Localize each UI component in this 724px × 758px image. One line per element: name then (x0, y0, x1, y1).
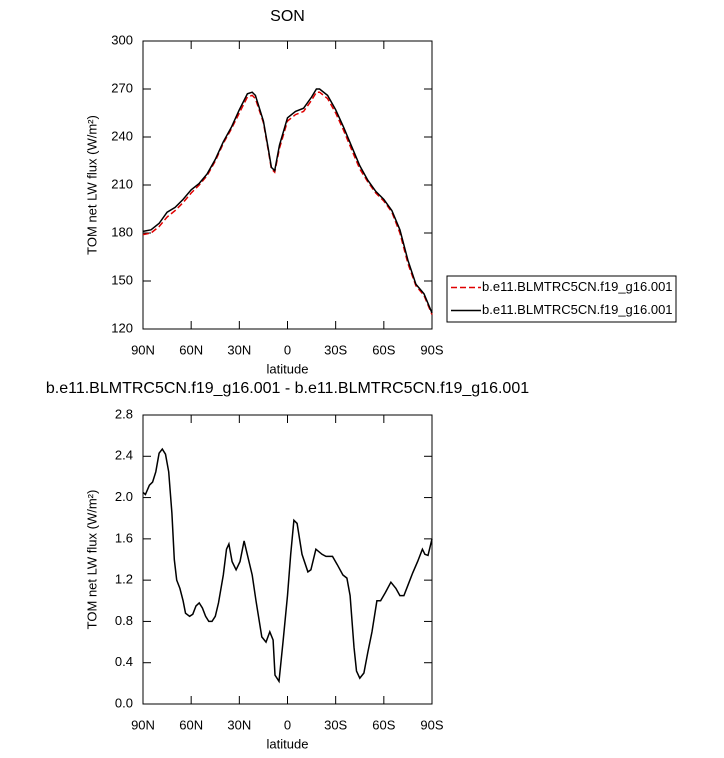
data-line (142, 447, 433, 684)
data-line (142, 91, 433, 315)
y-tick-label: 180 (111, 224, 133, 239)
x-tick-label: 30S (324, 717, 347, 732)
chart-title: b.e11.BLMTRC5CN.f19_g16.001 - b.e11.BLMT… (46, 380, 529, 397)
x-tick-label: 90N (131, 717, 155, 732)
y-tick-label: 2.4 (115, 448, 133, 463)
chart-title: SON (270, 8, 305, 25)
x-tick-label: 60S (372, 717, 395, 732)
x-tick-label: 60N (179, 342, 203, 357)
y-tick-label: 0.4 (115, 654, 133, 669)
data-line (142, 88, 433, 314)
x-tick-label: 90S (420, 342, 443, 357)
plot-frame (142, 414, 433, 705)
y-tick-label: 270 (111, 80, 133, 95)
y-tick-label: 2.0 (115, 489, 133, 504)
y-tick-label: 0.8 (115, 613, 133, 628)
x-axis-label: latitude (267, 361, 309, 376)
x-tick-label: 0 (284, 717, 291, 732)
y-tick-label: 0.0 (115, 695, 133, 710)
legend-label: b.e11.BLMTRC5CN.f19_g16.001 (482, 279, 673, 294)
x-tick-label: 30N (227, 342, 251, 357)
legend-box (446, 275, 677, 323)
y-tick-label: 2.8 (115, 406, 133, 421)
y-axis-label: TOM net LW flux (W/m²) (84, 115, 99, 255)
legend-label: b.e11.BLMTRC5CN.f19_g16.001 (482, 302, 673, 317)
x-tick-label: 60S (372, 342, 395, 357)
x-tick-label: 90N (131, 342, 155, 357)
x-tick-label: 0 (284, 342, 291, 357)
x-tick-label: 30S (324, 342, 347, 357)
x-axis-label: latitude (267, 736, 309, 751)
y-tick-label: 240 (111, 128, 133, 143)
x-tick-label: 60N (179, 717, 203, 732)
y-tick-label: 120 (111, 320, 133, 335)
y-tick-label: 1.6 (115, 530, 133, 545)
y-tick-label: 210 (111, 176, 133, 191)
y-axis-label: TOM net LW flux (W/m²) (84, 490, 99, 630)
y-tick-label: 1.2 (115, 572, 133, 587)
plot-frame (142, 40, 433, 330)
y-tick-label: 300 (111, 32, 133, 47)
x-tick-label: 30N (227, 717, 251, 732)
y-tick-label: 150 (111, 272, 133, 287)
x-tick-label: 90S (420, 717, 443, 732)
